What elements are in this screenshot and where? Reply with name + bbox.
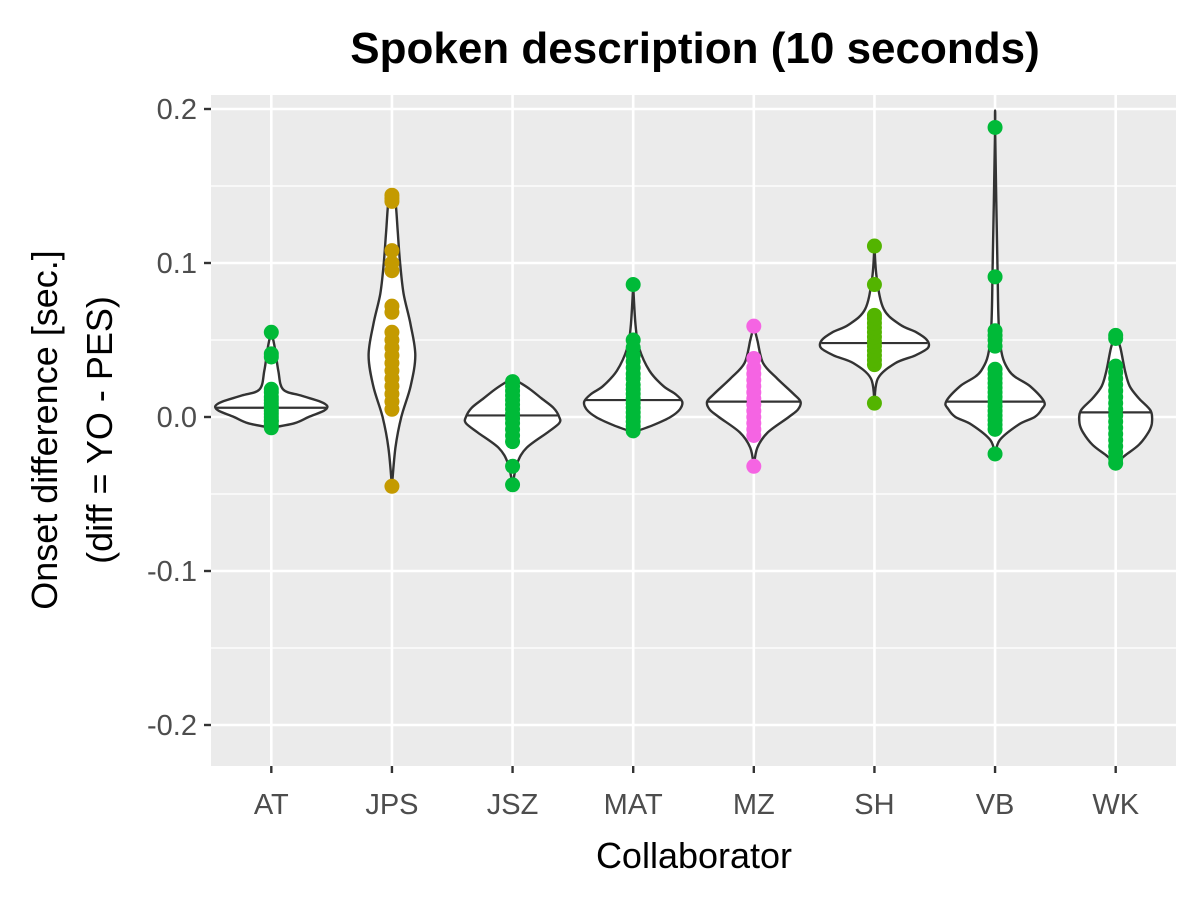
x-tick-label-at: AT (254, 789, 289, 821)
x-tick-label-jps: JPS (365, 789, 418, 821)
x-axis-title: Collaborator (596, 835, 792, 876)
data-point-vb (987, 446, 1003, 462)
x-axis: AT JPS JSZ MAT MZ SH VB WK (254, 766, 1140, 821)
data-point-sh (866, 307, 882, 323)
x-tick-label-sh: SH (854, 789, 894, 821)
data-point-vb (987, 323, 1003, 339)
x-tick-label-jsz: JSZ (487, 789, 539, 821)
data-point-mz (746, 458, 762, 474)
data-point-jps (384, 478, 400, 494)
data-point-mz (746, 318, 762, 334)
data-point-at (263, 346, 279, 362)
plot-panel (211, 95, 1176, 766)
y-axis: -0.2 -0.1 0.0 0.1 0.2 (147, 94, 211, 742)
x-tick-label-mat: MAT (604, 789, 663, 821)
y-tick-label: 0.0 (157, 402, 197, 434)
points-layer (263, 119, 1124, 494)
y-axis-title-line-1: Onset difference [sec.] (24, 250, 65, 610)
data-point-at (263, 381, 279, 397)
data-point-jps (384, 187, 400, 203)
x-tick-label-mz: MZ (733, 789, 775, 821)
x-tick-label-vb: VB (976, 789, 1015, 821)
data-point-sh (866, 238, 882, 254)
data-point-jsz (505, 458, 521, 474)
data-point-jps (384, 324, 400, 340)
data-point-jps (384, 255, 400, 271)
data-point-wk (1108, 358, 1124, 374)
data-point-wk (1108, 327, 1124, 343)
chart-title: Spoken description (10 seconds) (350, 24, 1040, 73)
y-tick-label: 0.1 (157, 248, 197, 280)
data-point-jsz (505, 477, 521, 493)
data-point-vb (987, 361, 1003, 377)
data-point-vb (987, 269, 1003, 285)
data-point-sh (866, 395, 882, 411)
y-axis-title-line-2: (diff = YO - PES) (79, 296, 120, 564)
y-tick-label: -0.1 (147, 556, 197, 588)
data-point-mat (625, 277, 641, 293)
y-tick-label: -0.2 (147, 710, 197, 742)
data-point-sh (866, 277, 882, 293)
data-point-mz (746, 350, 762, 366)
data-point-jps (384, 243, 400, 259)
y-tick-label: 0.2 (157, 94, 197, 126)
data-point-mat (625, 332, 641, 348)
data-point-jsz (505, 374, 521, 390)
x-tick-label-wk: WK (1092, 789, 1139, 821)
data-point-vb (987, 119, 1003, 135)
data-point-jps (384, 298, 400, 314)
y-axis-title: Onset difference [sec.] (diff = YO - PES… (24, 250, 120, 610)
data-point-at (263, 324, 279, 340)
